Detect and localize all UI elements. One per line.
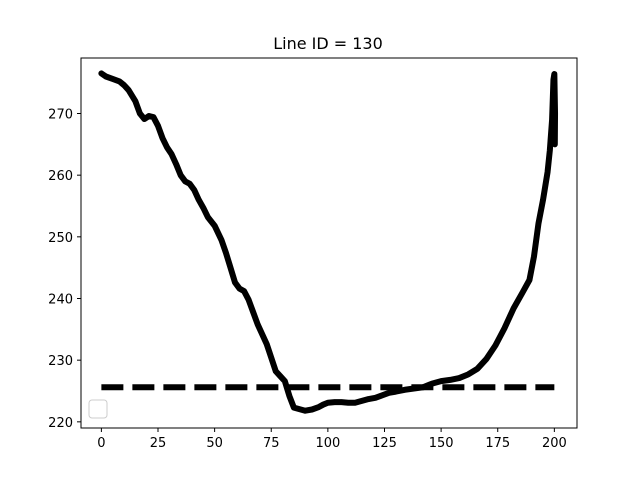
x-tick-label: 200 [542, 436, 567, 451]
x-tick-label: 75 [263, 436, 280, 451]
series-line-solid [98, 70, 559, 414]
x-tick-label: 50 [206, 436, 223, 451]
y-tick-label: 230 [48, 354, 73, 369]
y-tick-label: 220 [48, 416, 73, 431]
x-tick-label: 100 [315, 436, 340, 451]
y-tick-label: 260 [48, 169, 73, 184]
y-tick-label: 250 [48, 231, 73, 246]
series-layer [98, 70, 559, 414]
x-tick-label: 25 [150, 436, 167, 451]
x-tick-label: 150 [429, 436, 454, 451]
y-tick-label: 240 [48, 293, 73, 308]
y-tick-label: 270 [48, 108, 73, 123]
x-tick-label: 175 [485, 436, 510, 451]
x-tick-label: 0 [97, 436, 105, 451]
plot-frame [80, 57, 578, 429]
legend-box [88, 399, 108, 419]
axes-layer: 0 25 50 75 100 125 150 175 200 220 230 240 250 260 270 [48, 57, 578, 451]
chart-title: Line ID = 130 [273, 34, 383, 53]
legend [88, 399, 108, 419]
x-tick-label: 125 [372, 436, 397, 451]
